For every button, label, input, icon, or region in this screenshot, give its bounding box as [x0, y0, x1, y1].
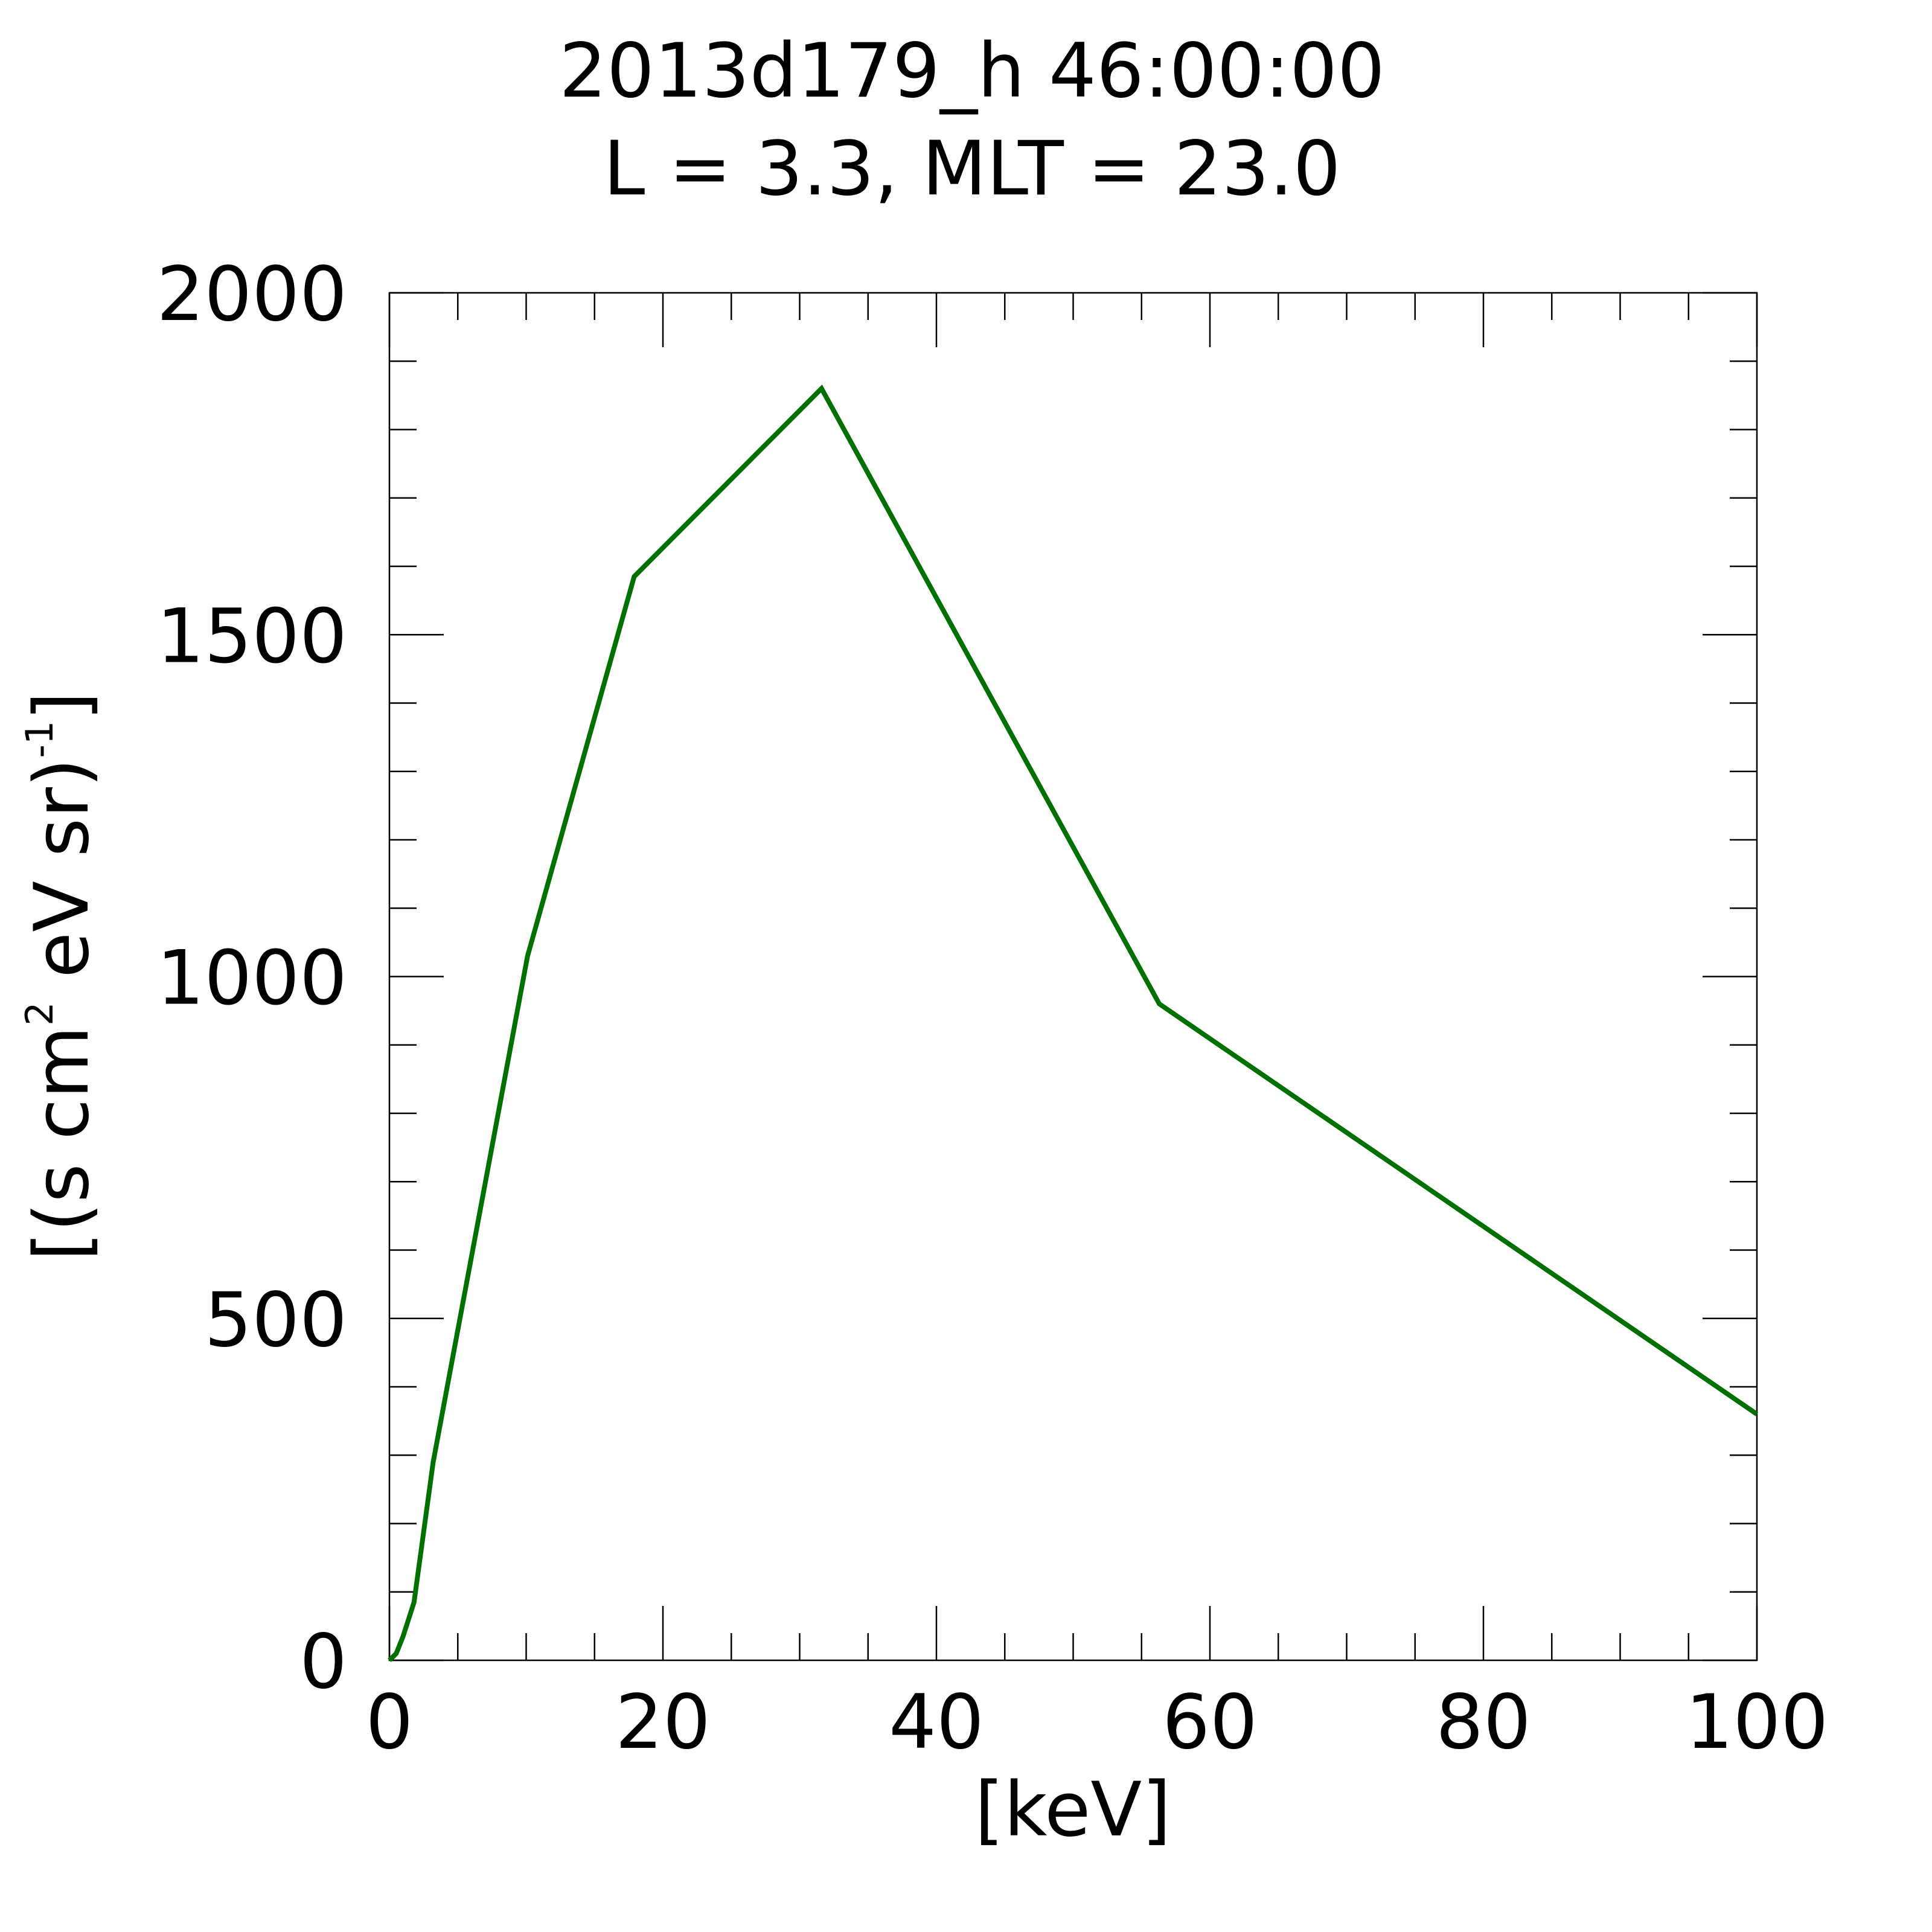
x-tick-label: 40 — [889, 1679, 984, 1766]
chart-title: 2013d179_h 46:00:00 — [559, 28, 1385, 115]
x-tick-label: 20 — [615, 1679, 711, 1766]
x-tick-label: 0 — [366, 1679, 414, 1766]
y-tick-label: 1500 — [156, 593, 347, 680]
y-axis-label-mid: eV sr) — [19, 758, 106, 1002]
x-tick-label: 80 — [1436, 1679, 1531, 1766]
x-tick-label: 100 — [1686, 1679, 1829, 1766]
y-axis-label-superscript-2: -1 — [18, 721, 62, 758]
series-line — [388, 384, 1759, 1662]
y-axis-label-close: ] — [19, 691, 106, 720]
y-axis-label-superscript-1: 2 — [18, 1002, 62, 1025]
y-tick-label: 2000 — [156, 251, 347, 338]
y-axis-label: [(s cm2 eV sr)-1] — [18, 691, 106, 1261]
chart-subtitle: L = 3.3, MLT = 23.0 — [603, 126, 1340, 213]
y-axis-label-open: [(s cm — [19, 1026, 106, 1261]
x-tick-label: 60 — [1162, 1679, 1258, 1766]
x-axis-label: [keV] — [974, 1767, 1171, 1854]
tick-marks — [388, 292, 1758, 1662]
y-tick-label: 0 — [299, 1619, 347, 1706]
y-tick-label: 500 — [204, 1277, 347, 1364]
plot-frame — [388, 292, 1758, 1662]
y-tick-label: 1000 — [156, 935, 347, 1022]
